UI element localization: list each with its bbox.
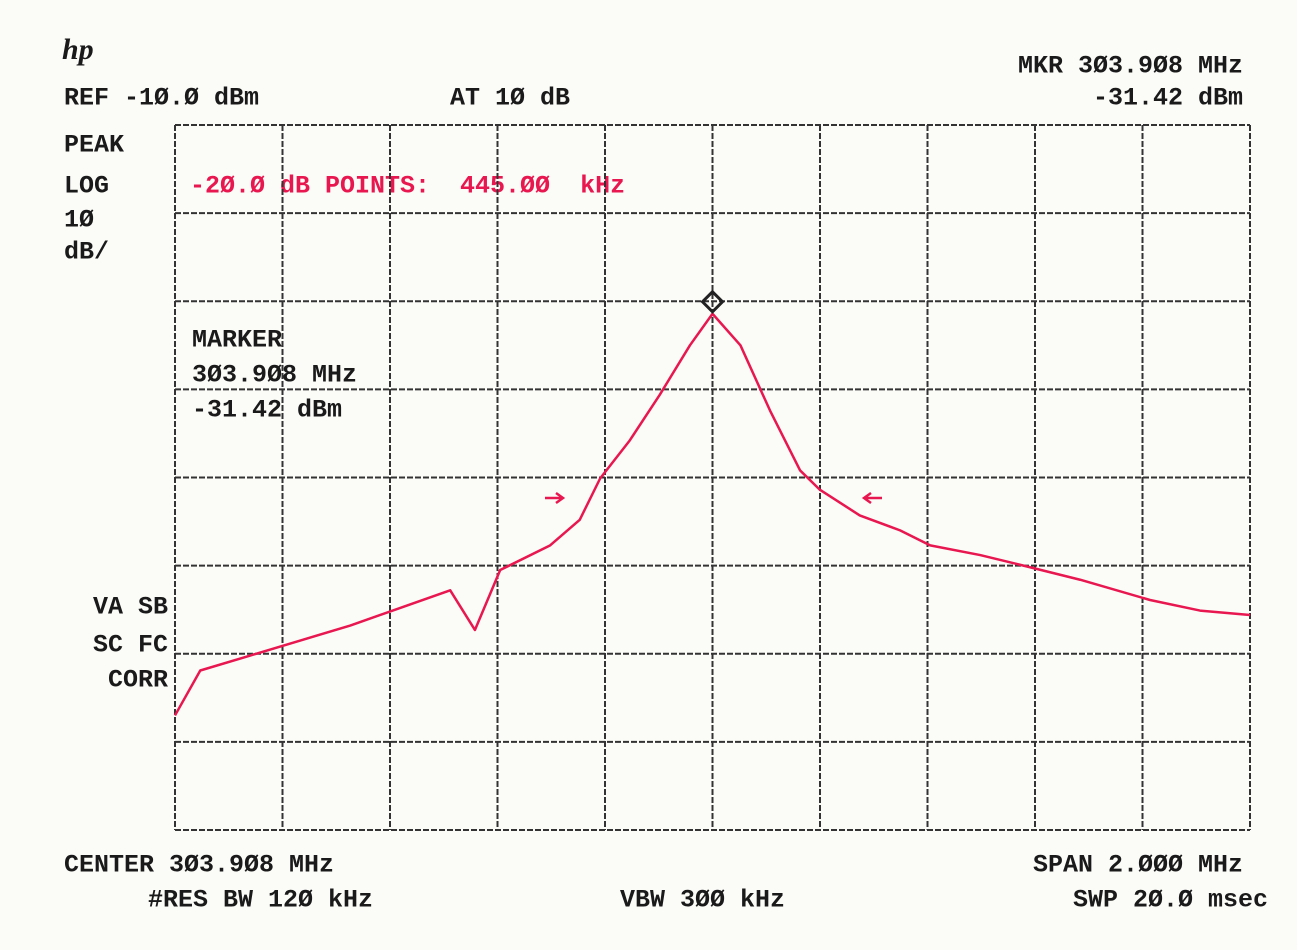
rbw: #RES BW 12Ø kHz — [148, 886, 373, 915]
marker-box-line: MARKER — [192, 326, 282, 355]
side-label: 1Ø — [64, 206, 94, 235]
arrow-left — [545, 491, 566, 505]
span: SPAN 2.ØØØ MHz — [1033, 851, 1243, 880]
center-freq: CENTER 3Ø3.9Ø8 MHz — [64, 851, 334, 880]
sweep: SWP 2Ø.Ø msec — [1073, 886, 1268, 915]
trace — [173, 312, 1251, 717]
logo: hp — [62, 33, 94, 66]
status-label: CORR — [108, 666, 168, 695]
side-label: dB/ — [64, 238, 109, 267]
marker-box-line: -31.42 dBm — [192, 396, 342, 425]
vbw: VBW 3ØØ kHz — [620, 886, 785, 915]
side-label: LOG — [64, 172, 109, 201]
marker — [700, 289, 725, 314]
marker-level: -31.42 dBm — [1093, 84, 1243, 113]
status-label: VA SB — [93, 593, 168, 622]
attenuation: AT 1Ø dB — [450, 84, 570, 113]
marker-freq: MKR 3Ø3.9Ø8 MHz — [1018, 52, 1243, 81]
arrow-right — [861, 491, 882, 505]
marker-box-line: 3Ø3.9Ø8 MHz — [192, 361, 357, 390]
annotation: -2Ø.Ø dB POINTS: 445.ØØ kHz — [190, 172, 625, 201]
ref-level: REF -1Ø.Ø dBm — [64, 84, 259, 113]
status-label: SC FC — [93, 631, 168, 660]
side-label: PEAK — [64, 131, 124, 160]
